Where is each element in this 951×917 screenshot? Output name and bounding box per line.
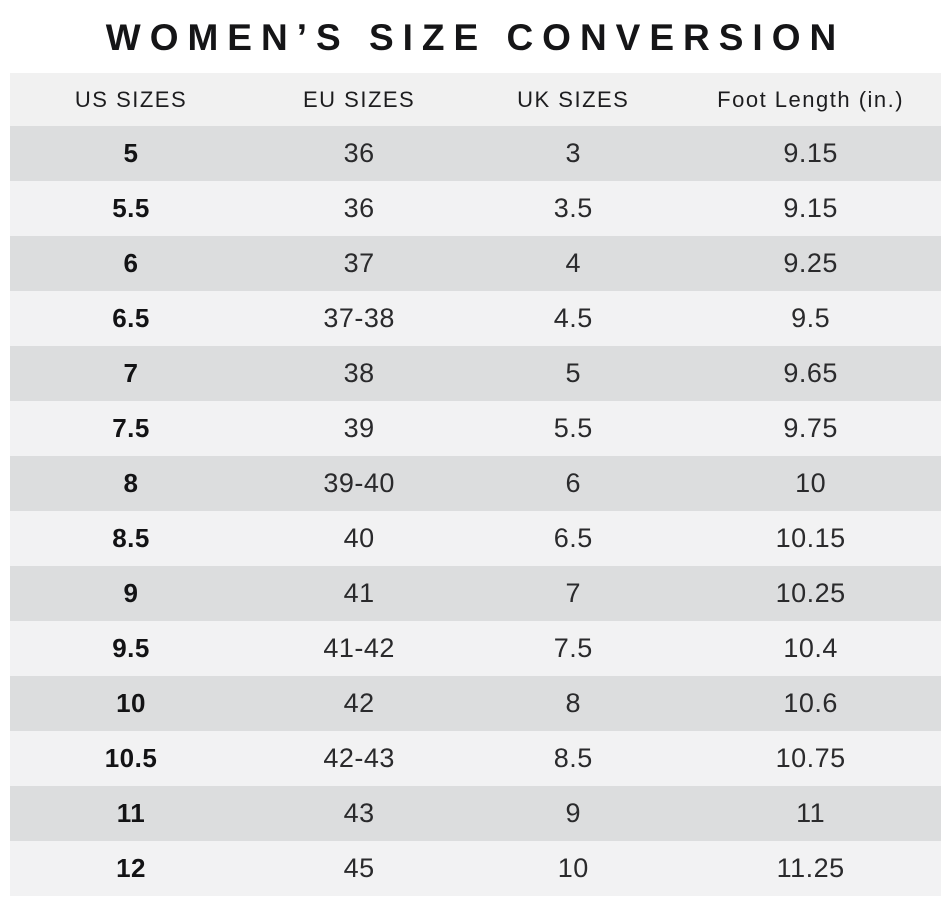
cell-us-size: 9 <box>123 578 139 608</box>
cell-uk-size: 8 <box>565 688 581 718</box>
cell-us-size: 7.5 <box>112 413 150 443</box>
table-row: 9.5 41-42 7.5 10.4 <box>10 621 941 676</box>
cell-foot-length: 11.25 <box>776 853 845 883</box>
table-row: 8.5 40 6.5 10.15 <box>10 511 941 566</box>
table-row: 11 43 9 11 <box>10 786 941 841</box>
table-row: 9 41 7 10.25 <box>10 566 941 621</box>
cell-uk-size: 3.5 <box>553 193 593 223</box>
cell-uk-size: 10 <box>557 853 589 883</box>
cell-eu-size: 39 <box>343 413 375 443</box>
cell-us-size: 12 <box>116 853 146 883</box>
table-row: 7.5 39 5.5 9.75 <box>10 401 941 456</box>
cell-foot-length: 10.15 <box>775 523 846 553</box>
cell-us-size: 5 <box>123 138 139 168</box>
cell-uk-size: 7 <box>565 578 581 608</box>
cell-us-size: 6 <box>123 248 139 278</box>
cell-us-size: 8.5 <box>112 523 150 553</box>
cell-uk-size: 4 <box>565 248 581 278</box>
cell-foot-length: 9.5 <box>791 303 831 333</box>
cell-eu-size: 42-43 <box>323 743 395 773</box>
cell-foot-length: 9.65 <box>783 358 838 388</box>
table-header-row: US SIZES EU SIZES UK SIZES Foot Length (… <box>10 73 941 126</box>
column-header-eu-sizes: EU SIZES <box>252 73 467 126</box>
cell-eu-size: 38 <box>343 358 375 388</box>
cell-us-size: 7 <box>123 358 139 388</box>
cell-eu-size: 37 <box>343 248 375 278</box>
cell-foot-length: 10.6 <box>783 688 838 718</box>
cell-foot-length: 10.75 <box>775 743 846 773</box>
cell-eu-size: 42 <box>343 688 375 718</box>
cell-eu-size: 41-42 <box>323 633 395 663</box>
cell-uk-size: 8.5 <box>553 743 593 773</box>
table-row: 12 45 10 11.25 <box>10 841 941 896</box>
cell-uk-size: 9 <box>565 798 581 828</box>
table-row: 6.5 37-38 4.5 9.5 <box>10 291 941 346</box>
page-title: WOMEN’S SIZE CONVERSION <box>105 17 846 58</box>
cell-us-size: 9.5 <box>112 633 150 663</box>
cell-foot-length: 9.15 <box>783 138 838 168</box>
table-row: 7 38 5 9.65 <box>10 346 941 401</box>
cell-us-size: 10.5 <box>104 743 158 773</box>
cell-uk-size: 3 <box>565 138 581 168</box>
cell-foot-length: 10.4 <box>783 633 838 663</box>
cell-uk-size: 4.5 <box>553 303 593 333</box>
cell-us-size: 8 <box>123 468 139 498</box>
column-header-us-sizes: US SIZES <box>10 73 253 126</box>
cell-foot-length: 9.25 <box>783 248 838 278</box>
cell-eu-size: 43 <box>343 798 375 828</box>
cell-foot-length: 10.25 <box>775 578 846 608</box>
column-header-uk-sizes: UK SIZES <box>466 73 681 126</box>
cell-eu-size: 45 <box>343 853 375 883</box>
size-conversion-table: US SIZES EU SIZES UK SIZES Foot Length (… <box>10 73 941 896</box>
table-body: 5 36 3 9.15 5.5 36 3.5 9.15 6 37 4 9.25 6.5 37-38 4.5 9… <box>10 126 941 896</box>
table-row: 5.5 36 3.5 9.15 <box>10 181 941 236</box>
cell-uk-size: 5.5 <box>553 413 593 443</box>
cell-us-size: 11 <box>116 798 146 828</box>
cell-uk-size: 5 <box>565 358 581 388</box>
cell-foot-length: 9.15 <box>783 193 838 223</box>
cell-eu-size: 36 <box>343 193 375 223</box>
cell-eu-size: 41 <box>343 578 375 608</box>
cell-uk-size: 6 <box>565 468 581 498</box>
cell-eu-size: 37-38 <box>323 303 395 333</box>
table-row: 10 42 8 10.6 <box>10 676 941 731</box>
table-row: 8 39-40 6 10 <box>10 456 941 511</box>
cell-us-size: 10 <box>116 688 146 718</box>
cell-foot-length: 11 <box>796 798 826 828</box>
column-header-foot-length: Foot Length (in.) <box>680 73 941 126</box>
cell-uk-size: 7.5 <box>553 633 593 663</box>
cell-foot-length: 10 <box>795 468 827 498</box>
cell-uk-size: 6.5 <box>553 523 593 553</box>
cell-foot-length: 9.75 <box>783 413 838 443</box>
cell-us-size: 5.5 <box>112 193 150 223</box>
table-row: 10.5 42-43 8.5 10.75 <box>10 731 941 786</box>
cell-eu-size: 36 <box>343 138 375 168</box>
table-row: 5 36 3 9.15 <box>10 126 941 181</box>
cell-eu-size: 39-40 <box>323 468 395 498</box>
table-row: 6 37 4 9.25 <box>10 236 941 291</box>
cell-us-size: 6.5 <box>112 303 150 333</box>
cell-eu-size: 40 <box>343 523 375 553</box>
